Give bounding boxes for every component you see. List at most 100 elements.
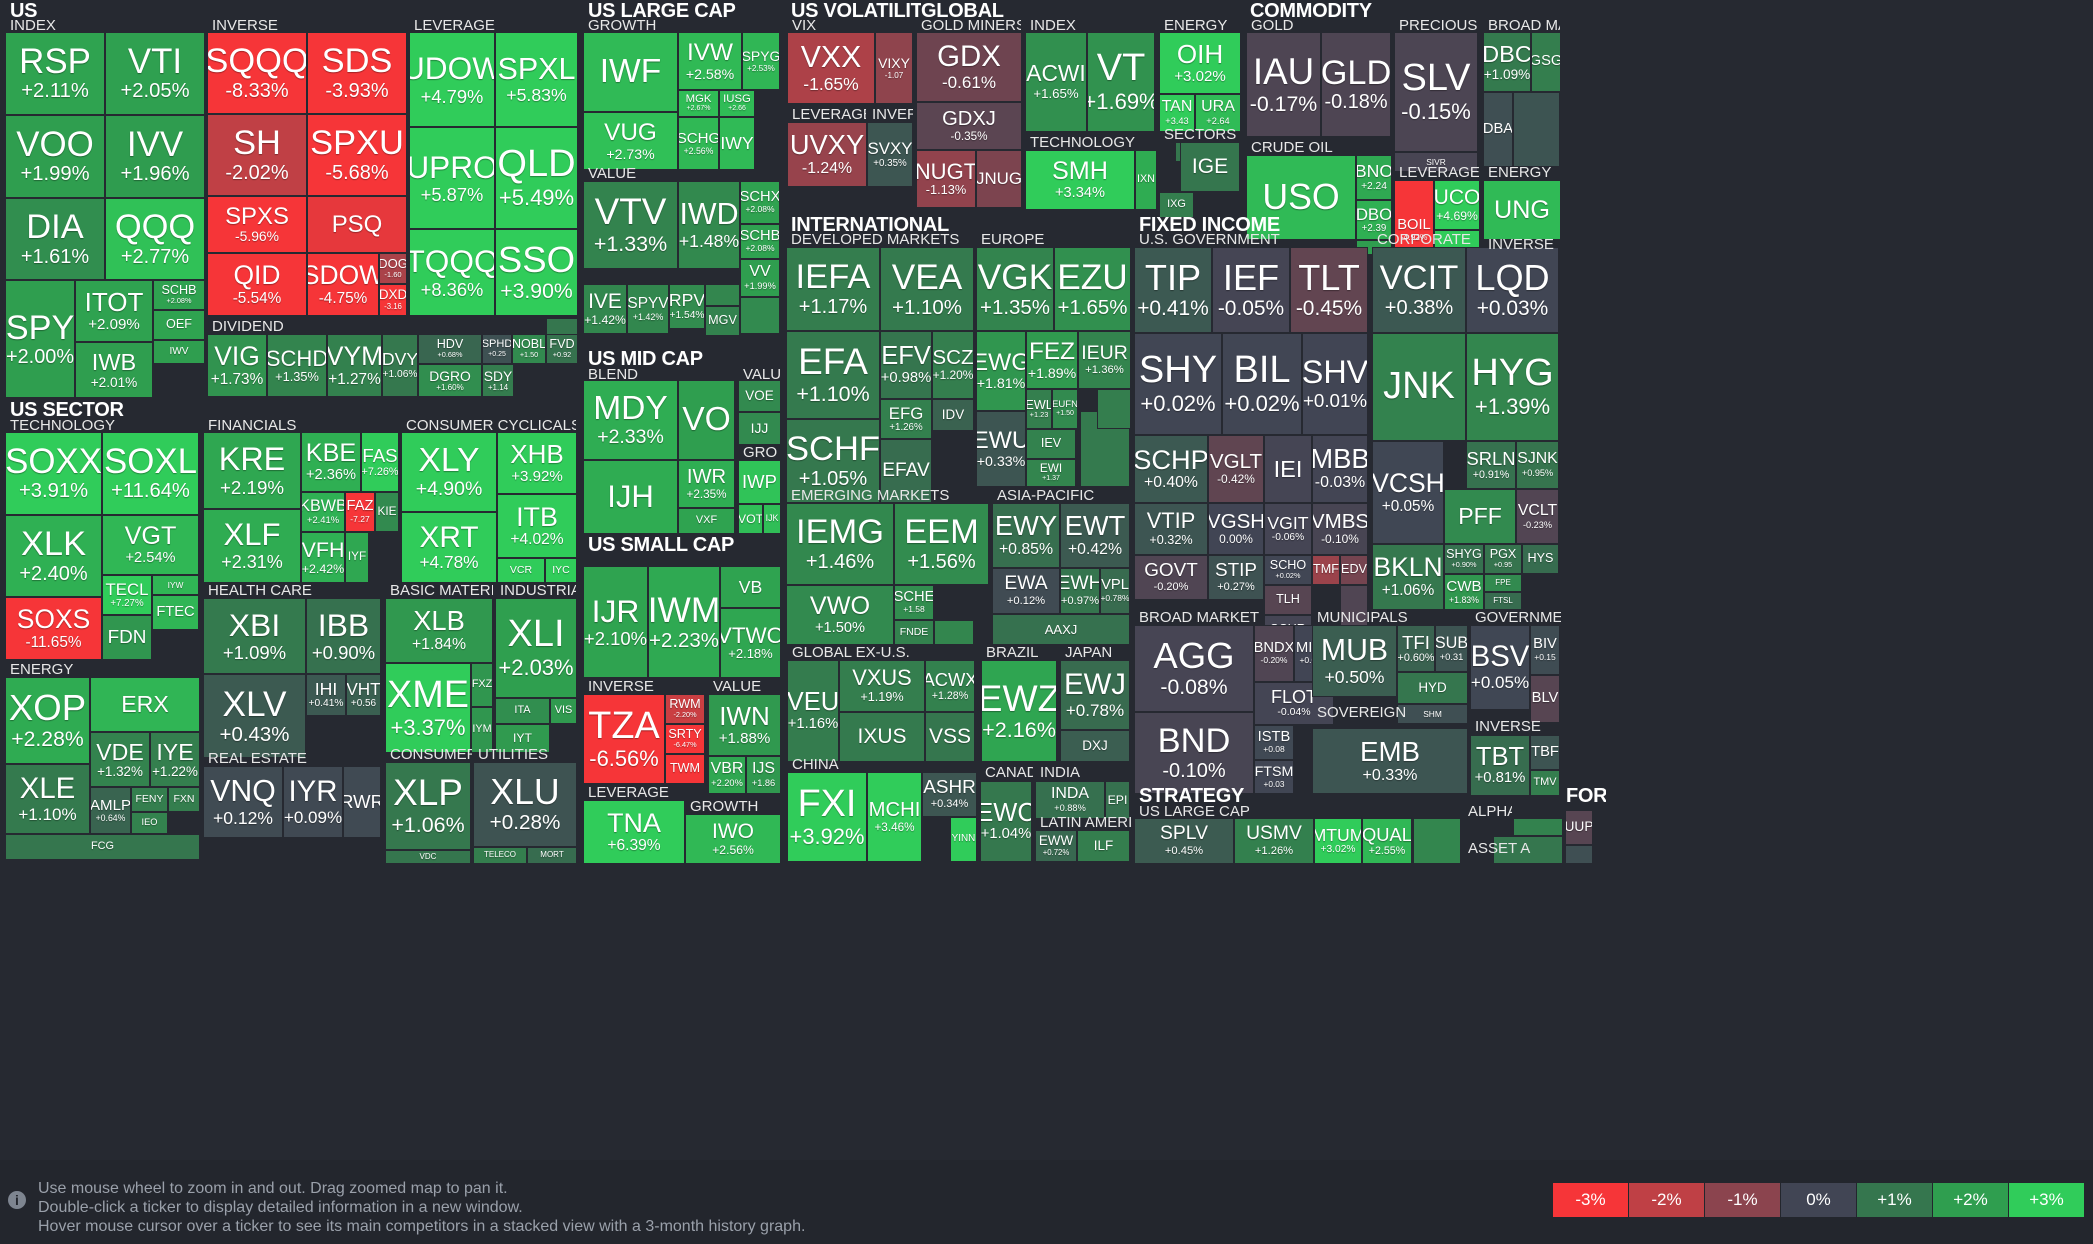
legend-plus-2[interactable]: +2% <box>1933 1183 2009 1217</box>
tile-ijr[interactable]: IJR +2.10% <box>583 566 648 678</box>
tile-fvd[interactable]: FVD +0.92 <box>546 334 578 364</box>
tile-emb[interactable]: EMB +0.33% <box>1312 728 1468 794</box>
tile-oih[interactable]: OIH +3.02% <box>1159 32 1241 94</box>
tile-jnug[interactable]: JNUG <box>976 150 1022 208</box>
tile-ixg[interactable]: IXG <box>1159 192 1194 218</box>
tile-gdxj[interactable]: GDXJ -0.35% <box>916 102 1022 150</box>
tile-vgk[interactable]: VGK +1.35% <box>976 247 1054 331</box>
tile-udow[interactable]: UDOW+4.79% <box>409 32 495 127</box>
tile-iwb[interactable]: IWB +2.01% <box>75 342 153 398</box>
tile-soxl[interactable]: SOXL +11.64% <box>102 432 199 515</box>
tile-efav[interactable]: EFAV <box>880 439 932 503</box>
tile-vcit[interactable]: VCIT +0.38% <box>1372 247 1466 333</box>
tile-ezu[interactable]: EZU +1.65% <box>1054 247 1131 331</box>
tile-iev[interactable]: IEV <box>1026 429 1076 459</box>
tile-biv[interactable]: BIV +0.15 <box>1530 625 1560 675</box>
tile-bndx[interactable]: BNDX -0.20% <box>1254 625 1294 682</box>
tile-xlp[interactable]: XLP +1.06% <box>385 762 471 850</box>
tile-iye[interactable]: IYE +1.22% <box>150 732 200 787</box>
tile-fxi[interactable]: FXI +3.92% <box>787 772 867 862</box>
tile-tna[interactable]: TNA +6.39% <box>583 800 685 864</box>
tile-rwm[interactable]: RWM -2.20% <box>665 694 705 724</box>
tile-slv[interactable]: SLV -0.15% <box>1394 32 1478 152</box>
tile-vgt[interactable]: VGT +2.54% <box>102 515 199 575</box>
tile-ewt[interactable]: EWT +0.42% <box>1060 503 1130 568</box>
tile-rpv[interactable]: RPV +1.54% <box>669 284 705 329</box>
tile-ilf[interactable]: ILF <box>1077 830 1130 862</box>
tile-oef[interactable]: OEF <box>153 310 205 340</box>
tile-smh[interactable]: SMH +3.34% <box>1025 150 1135 210</box>
tile-ewj[interactable]: EWJ +0.78% <box>1060 660 1130 730</box>
tile-ihi[interactable]: IHI +0.41% <box>306 674 346 716</box>
tile-jnk[interactable]: JNK <box>1372 333 1466 441</box>
tile-xlk[interactable]: XLK +2.40% <box>5 515 102 597</box>
tile-sqqq[interactable]: SQQQ -8.33% <box>207 32 307 114</box>
tile-voo[interactable]: VOO +1.99% <box>5 115 105 198</box>
tile-agg[interactable]: AGG -0.08% <box>1134 625 1254 712</box>
tile-sche[interactable]: SCHE +1.58 <box>894 585 934 620</box>
tile-fxz[interactable]: FXZ <box>471 663 493 707</box>
tile-uso[interactable]: USO <box>1246 155 1356 240</box>
tile-sjnk[interactable]: SJNK +0.95% <box>1516 441 1559 489</box>
tile-soxs[interactable]: SOXS -11.65% <box>5 597 102 660</box>
tile-ewh[interactable]: EWH+0.97% <box>1060 568 1100 614</box>
tile-sdow[interactable]: SDOW-4.75% <box>307 253 379 316</box>
tile-ita[interactable]: ITA <box>495 698 550 724</box>
tile-fnde[interactable]: FNDE <box>894 620 934 645</box>
tile-pgx[interactable]: PGX +0.95 <box>1484 544 1522 574</box>
tile-vde[interactable]: VDE +1.32% <box>90 732 150 787</box>
tile-ftec[interactable]: FTEC <box>152 595 199 630</box>
tile-hys[interactable]: HYS <box>1522 544 1559 574</box>
tile-srty[interactable]: SRTY -6.47% <box>665 724 705 754</box>
tile-gld[interactable]: GLD -0.18% <box>1321 32 1391 137</box>
tile-fxn[interactable]: FXN <box>168 787 200 812</box>
tile-hyg[interactable]: HYG +1.39% <box>1466 333 1559 441</box>
tile-dxj[interactable]: DXJ <box>1060 730 1130 762</box>
tile-ijs[interactable]: IJS +1.86 <box>746 756 781 794</box>
tile-vug[interactable]: VUG +2.73% <box>583 112 678 170</box>
tile-yinn[interactable]: YINN <box>950 817 977 862</box>
tile-ief[interactable]: IEF -0.05% <box>1212 247 1290 333</box>
tile-vwo[interactable]: VWO +1.50% <box>786 585 894 645</box>
tile-acwx[interactable]: ACWX +1.28% <box>925 660 975 712</box>
tile-dia[interactable]: DIA +1.61% <box>5 198 105 280</box>
tile-ewa[interactable]: EWA +0.12% <box>992 568 1060 614</box>
tile-eufn[interactable]: EUFN +1.50 <box>1052 389 1078 429</box>
tile-ftsl[interactable]: FTSL <box>1484 592 1522 610</box>
legend-minus-2[interactable]: -2% <box>1629 1183 1705 1217</box>
tile-iwp[interactable]: IWP <box>738 460 781 504</box>
tile-kre[interactable]: KRE +2.19% <box>203 432 301 509</box>
tile-iau[interactable]: IAU -0.17% <box>1246 32 1321 137</box>
tile-ivw[interactable]: IVW +2.58% <box>678 32 742 90</box>
tile-xop[interactable]: XOP +2.28% <box>5 677 90 764</box>
tile-rsp[interactable]: RSP +2.11% <box>5 32 105 115</box>
tile-ijh[interactable]: IJH <box>583 460 678 534</box>
tile-vot[interactable]: VOT <box>738 504 763 534</box>
tile-iei[interactable]: IEI <box>1264 435 1312 503</box>
tile-xlf[interactable]: XLF +2.31% <box>203 509 301 583</box>
tile-spxu[interactable]: SPXU -5.68% <box>307 114 407 196</box>
tile-vclt[interactable]: VCLT -0.23% <box>1516 489 1559 544</box>
tile-xly[interactable]: XLY +4.90% <box>401 432 497 512</box>
tile-fez[interactable]: FEZ +1.89% <box>1026 331 1078 389</box>
tile-schf[interactable]: SCHF +1.05% <box>786 419 880 503</box>
tile-xlv[interactable]: XLV +0.43% <box>203 674 306 758</box>
tile-ung[interactable]: UNG <box>1483 180 1561 240</box>
tile-vcsh[interactable]: VCSH +0.05% <box>1372 441 1444 544</box>
tile-fcg[interactable]: FCG <box>5 834 200 860</box>
tile-dvy[interactable]: DVY +1.06% <box>382 334 418 397</box>
tile-gdx[interactable]: GDX -0.61% <box>916 32 1022 102</box>
tile-fpe[interactable]: FPE <box>1484 574 1522 592</box>
tile-rwr[interactable]: RWR <box>343 766 381 838</box>
tile-schp[interactable]: SCHP +0.40% <box>1134 435 1208 503</box>
tile-iwo[interactable]: IWO +2.56% <box>685 814 781 864</box>
tile-mgk[interactable]: MGK +2.67% <box>678 90 719 117</box>
tile-uco[interactable]: UCO +4.69% <box>1434 180 1480 230</box>
tile-iyr[interactable]: IYR +0.09% <box>283 766 343 838</box>
tile-spyg[interactable]: SPYG +2.53% <box>742 32 780 90</box>
tile-schx[interactable]: SCHX +2.08% <box>740 181 780 224</box>
tile-xle[interactable]: XLE +1.10% <box>5 764 90 834</box>
tile-qual[interactable]: QUAL +2.55% <box>1362 818 1412 864</box>
tile-tmf[interactable]: TMF <box>1312 555 1340 585</box>
tile-bil[interactable]: BIL +0.02% <box>1222 333 1302 435</box>
